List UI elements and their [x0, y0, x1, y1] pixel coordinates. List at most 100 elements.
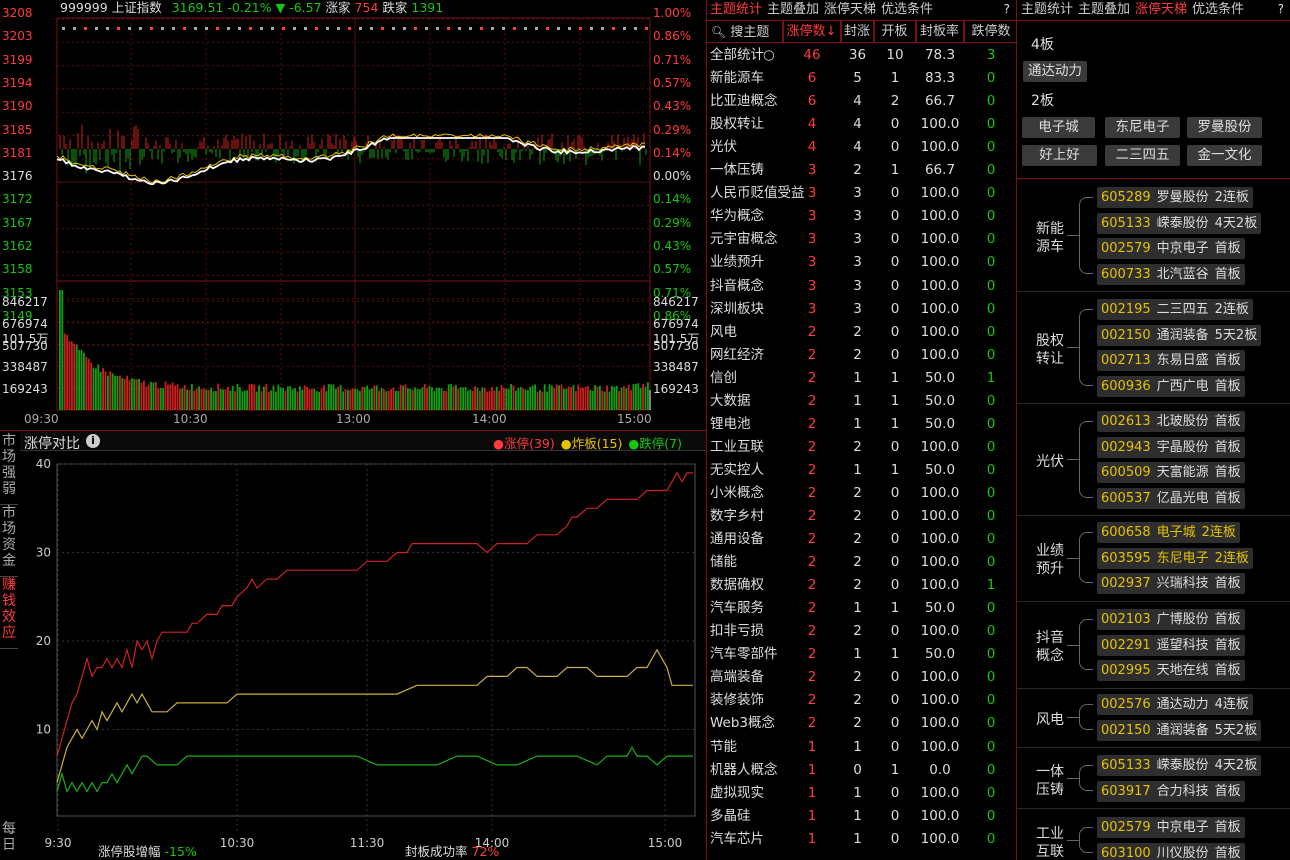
ladder-stock[interactable]: 002579 中京电子 首板: [1097, 817, 1245, 838]
ladder-stock[interactable]: 605133 嵘泰股份 4天2板: [1097, 212, 1262, 234]
table-row[interactable]: 深圳板块 3 3 0 100.0 0: [707, 298, 1018, 321]
table-row[interactable]: 装修装饰 2 2 0 100.0 0: [707, 689, 1018, 712]
ladder-stock[interactable]: 603595 东尼电子 2连板: [1097, 547, 1253, 569]
board4-chip[interactable]: 通达动力: [1023, 61, 1087, 82]
col-limitdown[interactable]: 跌停数: [971, 24, 1011, 39]
table-row[interactable]: 风电 2 2 0 100.0 0: [707, 321, 1018, 344]
table-row[interactable]: 节能 1 1 0 100.0 0: [707, 736, 1018, 759]
table-row[interactable]: 华为概念 3 3 0 100.0 0: [707, 205, 1018, 228]
table-cell: 1: [890, 600, 900, 617]
help-icon-2[interactable]: ?: [1277, 2, 1284, 16]
ladder-stock[interactable]: 002150 通润装备 5天2板: [1097, 719, 1262, 741]
ladder-stock[interactable]: 600537 亿晶光电 首板: [1097, 487, 1245, 509]
ladder-stock[interactable]: 002103 广博股份 首板: [1097, 609, 1245, 630]
ladder-stock[interactable]: 002150 通润装备 5天2板: [1097, 324, 1262, 346]
table-row[interactable]: 多晶硅 1 1 0 100.0 0: [707, 805, 1018, 828]
table-row[interactable]: 信创 2 1 1 50.0 1: [707, 367, 1018, 390]
table-row[interactable]: 通用设备 2 2 0 100.0 0: [707, 528, 1018, 551]
board2-chip[interactable]: 罗曼股份: [1187, 117, 1262, 138]
table-row[interactable]: Web3概念 2 2 0 100.0 0: [707, 712, 1018, 735]
table-row[interactable]: 机器人概念 1 0 1 0.0 0: [707, 759, 1018, 782]
theme-name: 扣非亏损: [710, 623, 764, 640]
ladder-stock[interactable]: 600733 北汽蓝谷 首板: [1097, 263, 1245, 285]
table-row[interactable]: 人民币贬值受益 3 3 0 100.0 0: [707, 182, 1018, 205]
tab-limitup-ladder[interactable]: 涨停天梯: [824, 2, 877, 17]
table-row[interactable]: 储能 2 2 0 100.0 0: [707, 551, 1018, 574]
tab-preferred[interactable]: 优选条件: [881, 2, 934, 17]
table-row[interactable]: 虚拟现实 1 1 0 100.0 0: [707, 782, 1018, 805]
table-cell: 3: [853, 254, 862, 271]
table-row[interactable]: 小米概念 2 2 0 100.0 0: [707, 482, 1018, 505]
table-row[interactable]: 光伏 4 4 0 100.0 0: [707, 136, 1018, 159]
ladder-stock[interactable]: 603917 合力科技 首板: [1097, 780, 1245, 802]
ladder-stock[interactable]: 002576 通达动力 4连板: [1097, 694, 1253, 715]
table-row[interactable]: 全部统计 ○ 46 36 10 78.3 3: [707, 44, 1018, 67]
ladder-stock[interactable]: 002291 遥望科技 首板: [1097, 634, 1245, 656]
table-row[interactable]: 数字乡村 2 2 0 100.0 0: [707, 505, 1018, 528]
price-tick-right: 0.57%: [653, 262, 692, 277]
col-opened[interactable]: 开板: [874, 21, 916, 43]
table-row[interactable]: 网红经济 2 2 0 100.0 0: [707, 344, 1018, 367]
table-row[interactable]: 扣非亏损 2 2 0 100.0 0: [707, 620, 1018, 643]
ladder-stock[interactable]: 002713 东易日盛 首板: [1097, 350, 1245, 371]
side-tab-0[interactable]: 市场强弱: [0, 433, 18, 505]
intraday-chart-panel[interactable]: 999999 上证指数 3169.51 -0.21% ▼ -6.57 涨家 75…: [0, 0, 706, 430]
ladder-stock[interactable]: 605289 罗曼股份 2连板: [1097, 187, 1253, 208]
board2-chip[interactable]: 好上好: [1022, 145, 1097, 166]
ladder-stock[interactable]: 600509 天富能源 首板: [1097, 462, 1245, 483]
table-cell: 2: [853, 577, 862, 594]
stock-name: 北汽蓝谷: [1156, 266, 1209, 282]
table-row[interactable]: 锂电池 2 1 1 50.0 0: [707, 413, 1018, 436]
tab-limitup-ladder-2[interactable]: 涨停天梯: [1135, 2, 1188, 17]
tab-theme-overlay-2[interactable]: 主题叠加: [1078, 2, 1131, 17]
ladder-stock[interactable]: 002195 二三四五 2连板: [1097, 299, 1253, 320]
col-limitup[interactable]: 涨停数↓: [783, 21, 841, 43]
table-row[interactable]: 大数据 2 1 1 50.0 0: [707, 390, 1018, 413]
stock-code: 002579: [1101, 820, 1151, 835]
board2-chip[interactable]: 二三四五: [1105, 145, 1180, 166]
table-row[interactable]: 汽车芯片 1 1 0 100.0 0: [707, 828, 1018, 851]
info-icon[interactable]: i: [86, 434, 100, 448]
table-row[interactable]: 汽车零部件 2 1 1 50.0 0: [707, 643, 1018, 666]
stock-boards: 4天2板: [1214, 758, 1258, 773]
table-row[interactable]: 无实控人 2 1 1 50.0 0: [707, 459, 1018, 482]
board2-chip[interactable]: 电子城: [1022, 117, 1095, 138]
tab-theme-stats-2[interactable]: 主题统计: [1021, 2, 1074, 17]
tab-theme-overlay[interactable]: 主题叠加: [767, 2, 820, 17]
circle-icon[interactable]: ○: [763, 47, 775, 63]
side-tab-2[interactable]: 赚钱效应: [0, 577, 18, 649]
table-cell: 83.3: [924, 70, 956, 87]
tab-preferred-2[interactable]: 优选条件: [1192, 2, 1245, 17]
table-row[interactable]: 一体压铸 3 2 1 66.7 0: [707, 159, 1018, 182]
side-tab-3[interactable]: 每日: [0, 821, 18, 860]
table-row[interactable]: 业绩预升 3 3 0 100.0 0: [707, 251, 1018, 274]
table-row[interactable]: 元宇宙概念 3 3 0 100.0 0: [707, 228, 1018, 251]
ladder-stock[interactable]: 600936 广西广电 首板: [1097, 375, 1245, 397]
table-row[interactable]: 数据确权 2 2 0 100.0 1: [707, 574, 1018, 597]
side-tab-1[interactable]: 市场资金: [0, 505, 18, 577]
ladder-stock[interactable]: 600658 电子城 2连板: [1097, 522, 1240, 543]
table-cell: 100.0: [920, 139, 960, 156]
col-sealed[interactable]: 封涨: [841, 21, 874, 43]
search-theme-button[interactable]: 🔍︎ 搜主题: [707, 21, 783, 43]
board2-chip[interactable]: 金一文化: [1187, 145, 1262, 166]
tab-theme-stats[interactable]: 主题统计: [710, 2, 763, 17]
time-label: 13:00: [336, 412, 371, 426]
help-icon[interactable]: ?: [1003, 2, 1010, 16]
board2-chip[interactable]: 东尼电子: [1105, 117, 1180, 138]
ladder-stock[interactable]: 603100 川仪股份 首板: [1097, 842, 1245, 860]
table-row[interactable]: 抖音概念 3 3 0 100.0 0: [707, 275, 1018, 298]
ladder-stock[interactable]: 605133 嵘泰股份 4天2板: [1097, 755, 1262, 776]
table-row[interactable]: 高端装备 2 2 0 100.0 0: [707, 666, 1018, 689]
ladder-stock[interactable]: 002937 兴瑞科技 首板: [1097, 573, 1245, 594]
ladder-stock[interactable]: 002613 北玻股份 首板: [1097, 411, 1245, 432]
col-seal-rate[interactable]: 封板率: [916, 21, 964, 43]
table-row[interactable]: 工业互联 2 2 0 100.0 0: [707, 436, 1018, 459]
ladder-stock[interactable]: 002579 中京电子 首板: [1097, 238, 1245, 259]
table-row[interactable]: 新能源车 6 5 1 83.3 0: [707, 67, 1018, 90]
table-row[interactable]: 比亚迪概念 6 4 2 66.7 0: [707, 90, 1018, 113]
ladder-stock[interactable]: 002995 天地在线 首板: [1097, 660, 1245, 681]
ladder-stock[interactable]: 002943 宇晶股份 首板: [1097, 436, 1245, 458]
table-row[interactable]: 汽车服务 2 1 1 50.0 0: [707, 597, 1018, 620]
table-row[interactable]: 股权转让 4 4 0 100.0 0: [707, 113, 1018, 136]
